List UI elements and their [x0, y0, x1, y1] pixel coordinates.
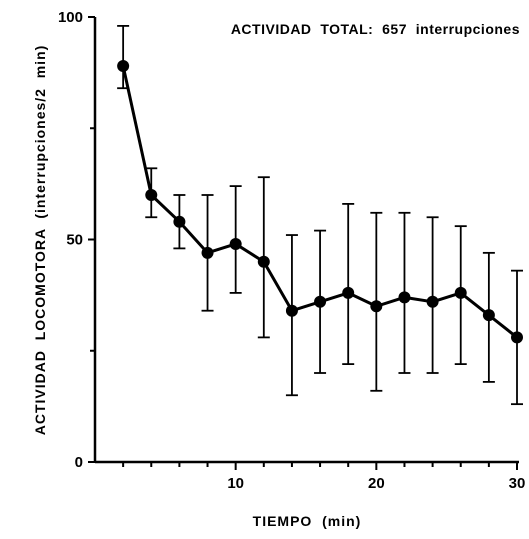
y-tick-label: 100	[58, 9, 83, 26]
data-point	[145, 189, 158, 201]
chart-annotation: ACTIVIDAD TOTAL: 657 interrupciones	[231, 21, 520, 37]
data-point	[257, 255, 270, 268]
data-point	[426, 295, 439, 308]
data-point	[342, 286, 355, 299]
data-points	[117, 59, 523, 344]
data-point	[117, 59, 130, 72]
data-point	[398, 291, 411, 304]
x-tick-label: 10	[227, 475, 244, 492]
data-point	[511, 331, 523, 344]
error-bars	[117, 24, 523, 406]
data-point	[201, 246, 214, 259]
data-point	[229, 237, 242, 250]
axes	[93, 17, 519, 464]
x-ticks: 10 20 30	[122, 462, 526, 492]
data-point	[314, 295, 327, 308]
x-axis-title: TIEMPO (min)	[253, 513, 362, 529]
data-point	[173, 215, 186, 228]
x-tick-label: 30	[509, 475, 526, 492]
data-point	[370, 300, 383, 313]
data-point	[482, 309, 495, 322]
y-ticks: 0 50 100	[58, 9, 95, 471]
data-point	[285, 304, 298, 317]
y-axis-title: ACTIVIDAD LOCOMOTORA (interrupciones/2 m…	[32, 45, 48, 436]
y-tick-label: 50	[66, 232, 83, 249]
x-tick-label: 20	[368, 475, 385, 492]
data-point	[454, 286, 467, 299]
y-tick-label: 0	[75, 454, 83, 471]
